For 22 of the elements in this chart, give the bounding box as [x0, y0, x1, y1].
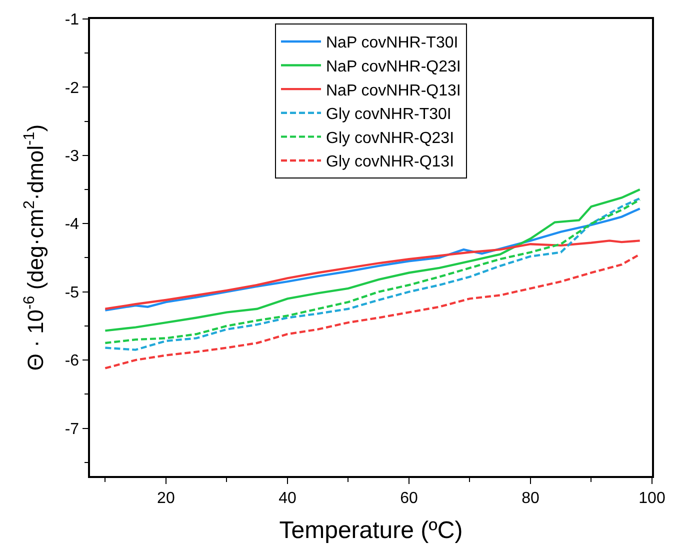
y-tick-label: -1: [64, 12, 80, 29]
x-tick-label: 40: [278, 490, 296, 507]
x-tick-label: 80: [522, 490, 540, 507]
x-tick-label: 100: [638, 490, 666, 507]
y-tick-label: -2: [64, 80, 80, 97]
x-tick-label: 20: [157, 490, 175, 507]
y-tick-label: -7: [64, 420, 80, 438]
legend-label: Gly covNHR-Q23I: [326, 130, 454, 147]
legend-label: NaP covNHR-T30I: [326, 34, 458, 52]
legend-label: Gly covNHR-Q13I: [326, 154, 454, 171]
x-axis-title: Temperature (ºC): [279, 516, 463, 544]
legend-label: NaP covNHR-Q13I: [326, 82, 461, 100]
x-tick-label: 60: [400, 490, 418, 507]
line-series: [104, 208, 641, 312]
y-tick-label: -5: [64, 284, 80, 302]
legend-label: NaP covNHR-Q23I: [326, 58, 461, 76]
line-series: [104, 240, 641, 310]
y-tick-label: -4: [64, 216, 80, 234]
y-tick-label: -3: [64, 148, 80, 166]
legend-label: Gly covNHR-T30I: [326, 106, 452, 124]
y-tick-label: -6: [64, 352, 80, 370]
line-series: [104, 253, 641, 370]
